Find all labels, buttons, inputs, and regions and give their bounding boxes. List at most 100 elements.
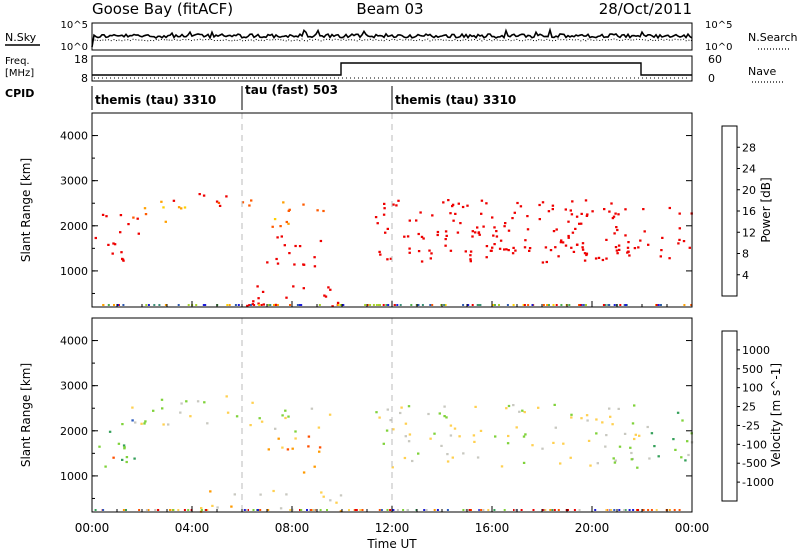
power-ground-cell — [578, 304, 580, 306]
velocity-cell — [104, 465, 107, 468]
power-cell — [397, 199, 400, 202]
velocity-cell — [307, 435, 311, 438]
velocity-ground-cell — [326, 509, 328, 511]
velocity-ground-cell — [637, 509, 639, 511]
power-cell — [408, 247, 411, 250]
velocity-colorbar-tick-label: -100 — [742, 438, 767, 451]
velocity-cell — [453, 427, 457, 430]
power-ylabel: Slant Range [km] — [19, 158, 33, 262]
velocity-cell — [474, 405, 477, 408]
power-cell — [241, 201, 245, 204]
velocity-ground-cell — [361, 509, 364, 511]
power-ground-cell — [204, 304, 207, 306]
power-cell — [571, 200, 574, 203]
velocity-panel-frame — [91, 317, 693, 513]
power-cell — [384, 231, 387, 234]
power-cell — [583, 252, 587, 255]
power-cell — [276, 262, 280, 265]
velocity-gridlines — [241, 318, 393, 512]
velocity-ground-cell — [138, 509, 141, 511]
power-cell — [633, 247, 637, 250]
power-cell — [374, 216, 378, 219]
power-cell — [293, 263, 296, 266]
velocity-cell — [260, 420, 264, 423]
power-cell — [451, 205, 454, 208]
velocity-cell — [391, 466, 394, 469]
velocity-ground-cell — [433, 509, 436, 511]
velocity-cell — [449, 434, 453, 437]
velocity-ground-cell — [102, 509, 105, 511]
power-ground-cell — [396, 304, 399, 306]
power-cell — [271, 225, 274, 228]
power-cell — [280, 235, 283, 238]
power-cell — [378, 250, 381, 253]
velocity-cell — [404, 422, 408, 425]
power-cell — [408, 219, 411, 222]
power-ground-cell — [560, 304, 563, 306]
power-cell — [252, 300, 255, 303]
velocity-colorbar-tick-label: 100 — [742, 382, 763, 395]
velocity-cell — [131, 406, 134, 409]
power-cell — [570, 213, 574, 216]
power-cell — [668, 257, 671, 260]
velocity-ground-cell — [200, 509, 203, 511]
velocity-cell — [125, 460, 128, 464]
velocity-colorbar-tick-label: -1000 — [742, 476, 774, 489]
power-cell — [507, 229, 511, 232]
velocity-cell — [631, 422, 635, 425]
velocity-cell — [686, 440, 689, 443]
velocity-ytick-label: 2000 — [60, 425, 88, 438]
power-cell — [457, 202, 460, 205]
velocity-cell — [251, 401, 254, 404]
velocity-cell — [284, 416, 287, 420]
power-colorbar-label: Power [dB] — [759, 177, 773, 242]
power-ground-cell — [462, 304, 465, 306]
power-cell — [198, 193, 201, 196]
velocity-cell — [507, 434, 510, 438]
power-cell — [597, 256, 601, 259]
velocity-cell — [378, 416, 381, 419]
velocity-cell — [521, 409, 524, 412]
power-ground-cell — [113, 304, 115, 306]
velocity-cell — [185, 400, 188, 403]
velocity-cell — [476, 456, 480, 459]
power-ground-cell — [393, 304, 396, 306]
velocity-cell — [522, 435, 526, 438]
velocity-cell — [613, 461, 617, 464]
power-cell — [605, 238, 608, 241]
velocity-cell — [392, 428, 395, 431]
power-ground-cell — [318, 304, 321, 306]
power-cell — [469, 258, 472, 261]
velocity-ground-cell — [177, 509, 180, 511]
power-cell — [121, 258, 125, 261]
power-ground-cell — [158, 304, 161, 306]
power-cell — [659, 255, 662, 258]
power-ground-cell — [585, 304, 587, 306]
power-ground-cell — [555, 304, 558, 306]
power-cell — [626, 246, 630, 249]
velocity-cell — [285, 493, 288, 496]
power-cell — [477, 231, 480, 235]
power-cell — [511, 217, 514, 220]
power-cell — [601, 258, 605, 262]
velocity-ground-cell — [348, 509, 350, 511]
velocity-cell — [133, 457, 136, 460]
power-cell — [215, 200, 219, 203]
velocity-cell — [601, 421, 604, 424]
power-ground-cell — [153, 304, 156, 306]
velocity-cell — [554, 426, 557, 429]
power-ground-cell — [479, 304, 482, 306]
power-cell — [584, 199, 588, 202]
power-cell — [567, 234, 570, 238]
velocity-cell — [433, 432, 436, 435]
power-ground-cell — [512, 304, 515, 306]
power-ground-cell — [625, 304, 627, 306]
power-ground-cell — [260, 304, 263, 306]
power-cell — [581, 242, 585, 245]
velocity-ground-cell — [247, 509, 249, 511]
power-cell — [678, 227, 681, 230]
power-cell — [112, 242, 115, 245]
power-cell — [613, 232, 616, 235]
power-ground-cell — [339, 304, 342, 306]
freq-right-tick-bottom: 0 — [708, 72, 715, 85]
